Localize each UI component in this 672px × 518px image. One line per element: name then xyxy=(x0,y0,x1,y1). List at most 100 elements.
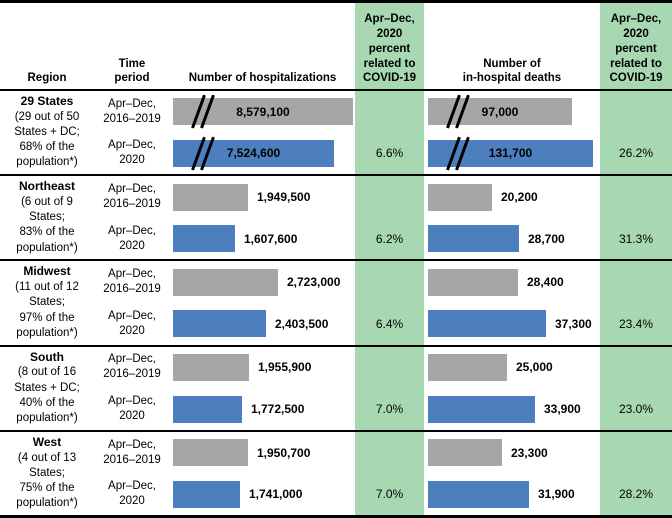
region-note: (11 out of 12 States; 97% of the populat… xyxy=(15,281,79,339)
death-bar-cell-1: 20,200 xyxy=(424,176,600,218)
period-label-1: Apr–Dec, 2016–2019 xyxy=(103,353,161,381)
bar-2016-2019 xyxy=(173,268,278,296)
header-in-hospital-deaths: Number of in-hospital deaths xyxy=(462,57,562,85)
bar-value-label: 33,900 xyxy=(544,402,581,416)
bar-2020 xyxy=(428,480,529,508)
region-note: (4 out of 13 States; 75% of the populati… xyxy=(16,451,78,510)
period-label-2: Apr–Dec, 2020 xyxy=(108,395,156,422)
deaths-covid-pct: 28.2% xyxy=(618,487,654,502)
region-name: 29 States xyxy=(20,94,74,108)
bar-value-label: 7,524,600 xyxy=(226,146,281,161)
bar-2016-2019: 8,579,100 xyxy=(173,94,353,129)
bar-2016-2019 xyxy=(428,353,507,381)
region-cell: Midwest (11 out of 12 States; 97% of the… xyxy=(0,261,94,344)
region-cell: South (8 out of 16 States + DC; 40% of t… xyxy=(0,347,94,430)
deaths-covid-pct: 23.4% xyxy=(618,316,654,331)
header-region: Region xyxy=(27,72,67,85)
death-bar-cell-1: 23,300 xyxy=(424,432,600,474)
period-label-2: Apr–Dec, 2020 xyxy=(108,309,156,337)
region-note: (6 out of 9 States; 83% of the populatio… xyxy=(16,196,78,254)
deaths-pct-cell: 28.2% xyxy=(600,431,672,515)
hosp-bar-cell-2: 1,741,000 xyxy=(170,473,355,515)
hosp-pct-cell: 6.2% xyxy=(355,176,424,260)
bar-2016-2019: 97,000 xyxy=(428,94,572,129)
period-label-1: Apr–Dec, 2016–2019 xyxy=(103,438,161,466)
table-body: 29 States (29 out of 50 States + DC; 68%… xyxy=(0,91,672,515)
hosp-covid-pct: 7.0% xyxy=(375,402,404,416)
region-section: Northeast (6 out of 9 States; 83% of the… xyxy=(0,176,672,262)
bar-2020 xyxy=(173,395,242,423)
deaths-pct-cell: 23.0% xyxy=(600,346,672,430)
bar-2020 xyxy=(173,225,235,253)
deaths-covid-pct: 26.2% xyxy=(618,146,654,161)
region-name: Midwest xyxy=(23,264,71,279)
bar-2016-2019 xyxy=(428,439,502,467)
period-label-2: Apr–Dec, 2020 xyxy=(108,139,156,167)
bar-value-label: 1,741,000 xyxy=(249,487,303,502)
hosp-pct-cell: 7.0% xyxy=(355,346,424,430)
hosp-bar-cell-2: 2,403,500 xyxy=(170,303,355,345)
deaths-pct-cell: 26.2% xyxy=(600,91,672,175)
death-bar-cell-1: 25,000 xyxy=(424,347,600,389)
bar-2020 xyxy=(428,310,546,338)
death-bar-cell-2: 131,700 xyxy=(424,133,600,175)
bar-value-label: 28,700 xyxy=(528,231,565,246)
region-section: 29 States (29 out of 50 States + DC; 68%… xyxy=(0,91,672,177)
period-label-1: Apr–Dec, 2016–2019 xyxy=(103,97,161,125)
bar-2016-2019 xyxy=(428,268,518,296)
bar-value-label: 2,403,500 xyxy=(275,316,329,331)
hosp-covid-pct: 6.2% xyxy=(375,231,404,246)
region-cell: Northeast (6 out of 9 States; 83% of the… xyxy=(0,176,94,259)
bar-value-label: 23,300 xyxy=(511,445,548,460)
death-bar-cell-1: 97,000 xyxy=(424,91,600,133)
bar-2020 xyxy=(173,480,240,508)
bar-value-label: 1,950,700 xyxy=(257,445,311,460)
header-time-period: Time period xyxy=(114,57,150,85)
bar-2020: 131,700 xyxy=(428,136,593,171)
bar-2020 xyxy=(173,310,266,338)
bar-value-label: 20,200 xyxy=(501,190,538,204)
hosp-bar-cell-1: 1,949,500 xyxy=(170,176,355,218)
table-header: Region Time period Number of hospitaliza… xyxy=(0,3,672,91)
hosp-bar-cell-1: 8,579,100 xyxy=(170,91,355,133)
deaths-covid-pct: 23.0% xyxy=(618,402,654,416)
region-note: (8 out of 16 States + DC; 40% of the pop… xyxy=(14,366,80,424)
death-bar-cell-2: 33,900 xyxy=(424,388,600,430)
region-note: (29 out of 50 States + DC; 68% of the po… xyxy=(14,110,80,169)
bar-value-label: 8,579,100 xyxy=(236,104,290,119)
bar-value-label: 2,723,000 xyxy=(287,275,341,290)
deaths-pct-cell: 31.3% xyxy=(600,176,672,260)
bar-2016-2019 xyxy=(428,183,492,211)
death-bar-cell-1: 28,400 xyxy=(424,261,600,303)
region-name: West xyxy=(32,434,62,449)
deaths-covid-pct: 31.3% xyxy=(618,231,654,246)
bar-value-label: 131,700 xyxy=(488,146,533,161)
hosp-pct-cell: 6.6% xyxy=(355,91,424,175)
death-bar-cell-2: 28,700 xyxy=(424,218,600,260)
hosp-bar-cell-1: 2,723,000 xyxy=(170,261,355,303)
bar-2016-2019 xyxy=(173,439,248,467)
bar-value-label: 1,949,500 xyxy=(257,190,311,204)
bar-value-label: 1,772,500 xyxy=(251,402,305,416)
bar-value-label: 25,000 xyxy=(516,360,553,375)
hosp-bar-cell-2: 1,772,500 xyxy=(170,388,355,430)
death-bar-cell-2: 31,900 xyxy=(424,473,600,515)
region-name: Northeast xyxy=(18,179,75,194)
death-bar-cell-2: 37,300 xyxy=(424,303,600,345)
region-section: South (8 out of 16 States + DC; 40% of t… xyxy=(0,346,672,432)
bar-2016-2019 xyxy=(173,183,248,211)
period-label-2: Apr–Dec, 2020 xyxy=(108,224,156,252)
header-hospitalizations: Number of hospitalizations xyxy=(188,72,337,85)
period-label-1: Apr–Dec, 2016–2019 xyxy=(103,183,161,210)
deaths-pct-cell: 23.4% xyxy=(600,261,672,345)
bar-value-label: 37,300 xyxy=(555,316,592,331)
bar-value-label: 31,900 xyxy=(538,487,575,502)
hosp-bar-cell-2: 1,607,600 xyxy=(170,218,355,260)
bar-2020: 7,524,600 xyxy=(173,136,334,171)
region-section: West (4 out of 13 States; 75% of the pop… xyxy=(0,431,672,515)
bar-2020 xyxy=(428,395,535,423)
hosp-covid-pct: 7.0% xyxy=(375,487,404,502)
header-covid-pct-hospitalizations: Apr–Dec, 2020 percent related to COVID-1… xyxy=(355,3,424,89)
bar-value-label: 1,955,900 xyxy=(258,360,312,375)
bar-value-label: 97,000 xyxy=(481,104,519,119)
